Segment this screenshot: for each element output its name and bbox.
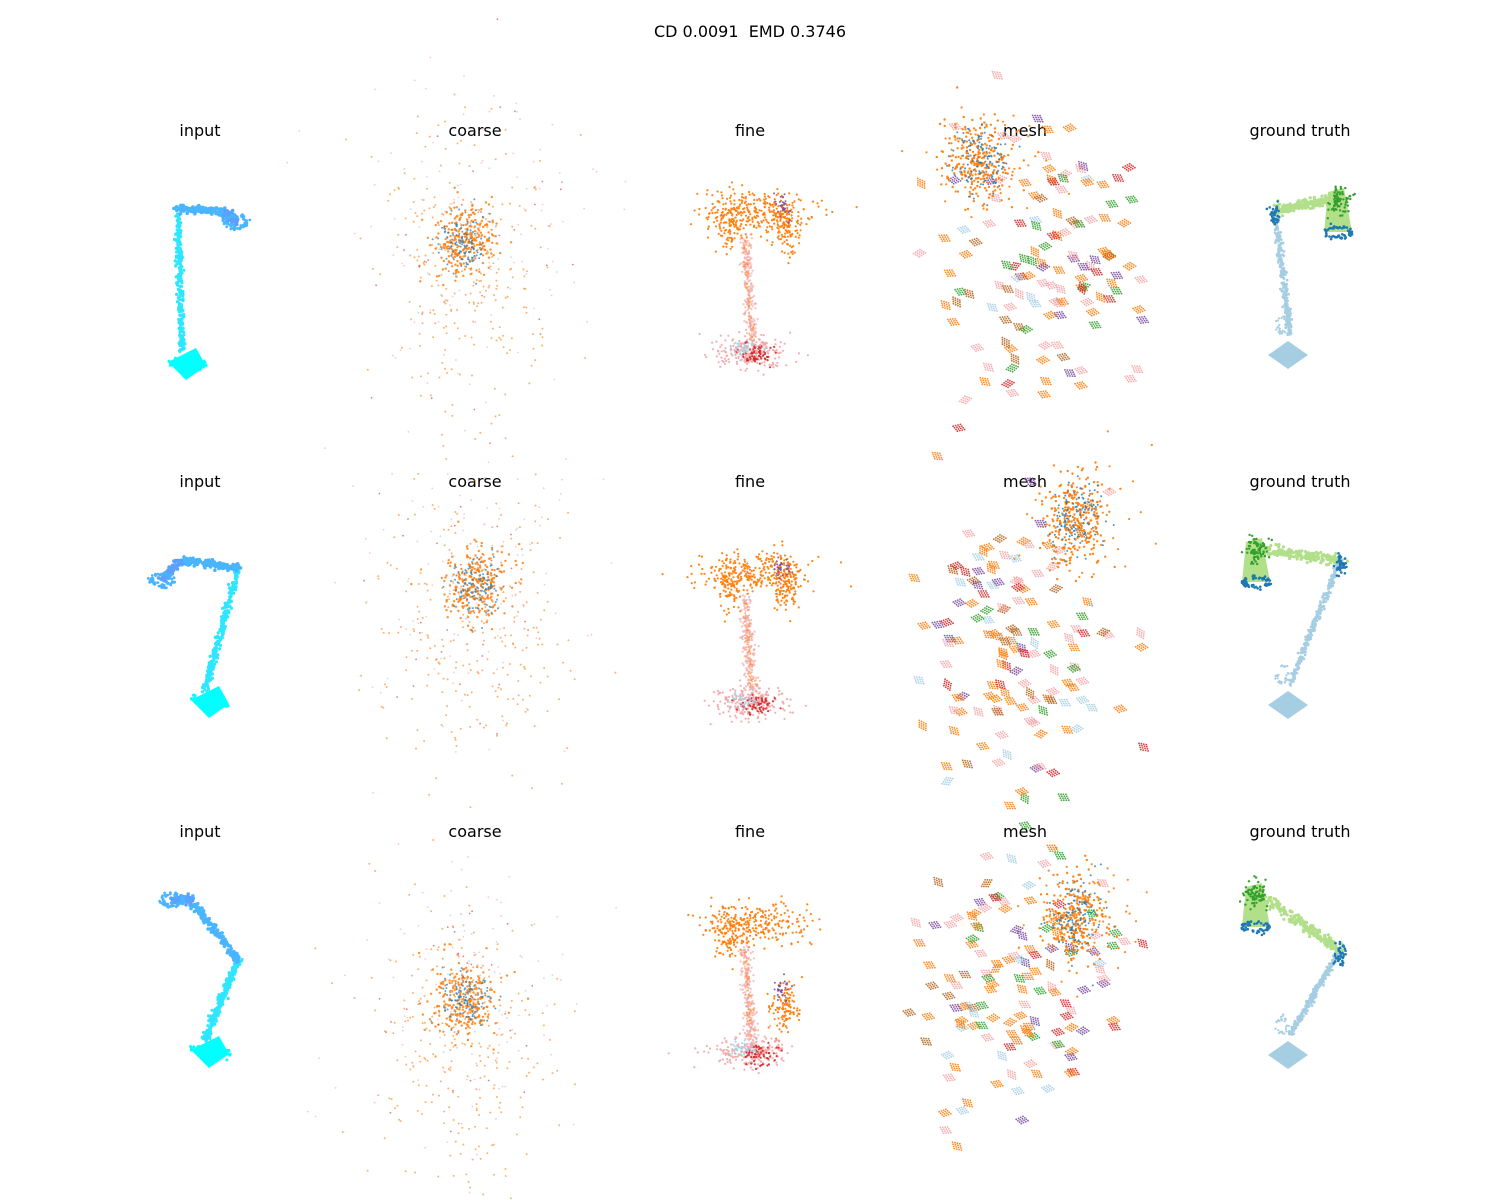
fine-point-cloud <box>661 540 853 726</box>
panel-title-mesh: mesh <box>1003 121 1047 140</box>
input-point-cloud <box>146 555 243 718</box>
fine-point-cloud <box>689 181 858 376</box>
input-point-cloud <box>158 891 244 1068</box>
panel-title-coarse: coarse <box>448 121 502 140</box>
coarse-point-cloud <box>306 750 617 1200</box>
mesh-point-cloud <box>908 430 1157 805</box>
panel-title-ground-truth: ground truth <box>1249 472 1351 491</box>
panel-title-fine: fine <box>734 121 766 140</box>
ground-truth-point-cloud <box>1240 533 1350 719</box>
panel-title-mesh: mesh <box>1003 822 1047 841</box>
panel-title-mesh: mesh <box>1003 472 1047 491</box>
mesh-point-cloud <box>902 801 1148 1151</box>
figure-title: CD 0.0091 EMD 0.3746 <box>653 22 847 41</box>
panel-title-fine: fine <box>734 822 766 841</box>
coarse-point-cloud <box>286 18 627 515</box>
mesh-point-cloud <box>901 70 1150 497</box>
panel-title-input: input <box>179 822 221 841</box>
ground-truth-point-cloud <box>1238 875 1347 1069</box>
panel-title-input: input <box>179 121 221 140</box>
coarse-point-cloud <box>324 429 617 809</box>
panel-title-ground-truth: ground truth <box>1249 822 1351 841</box>
fine-point-cloud <box>667 895 822 1075</box>
panel-title-coarse: coarse <box>448 822 502 841</box>
input-point-cloud <box>167 203 252 380</box>
panel-title-input: input <box>179 472 221 491</box>
panel-title-fine: fine <box>734 472 766 491</box>
panel-title-ground-truth: ground truth <box>1249 121 1351 140</box>
ground-truth-point-cloud <box>1265 185 1356 369</box>
